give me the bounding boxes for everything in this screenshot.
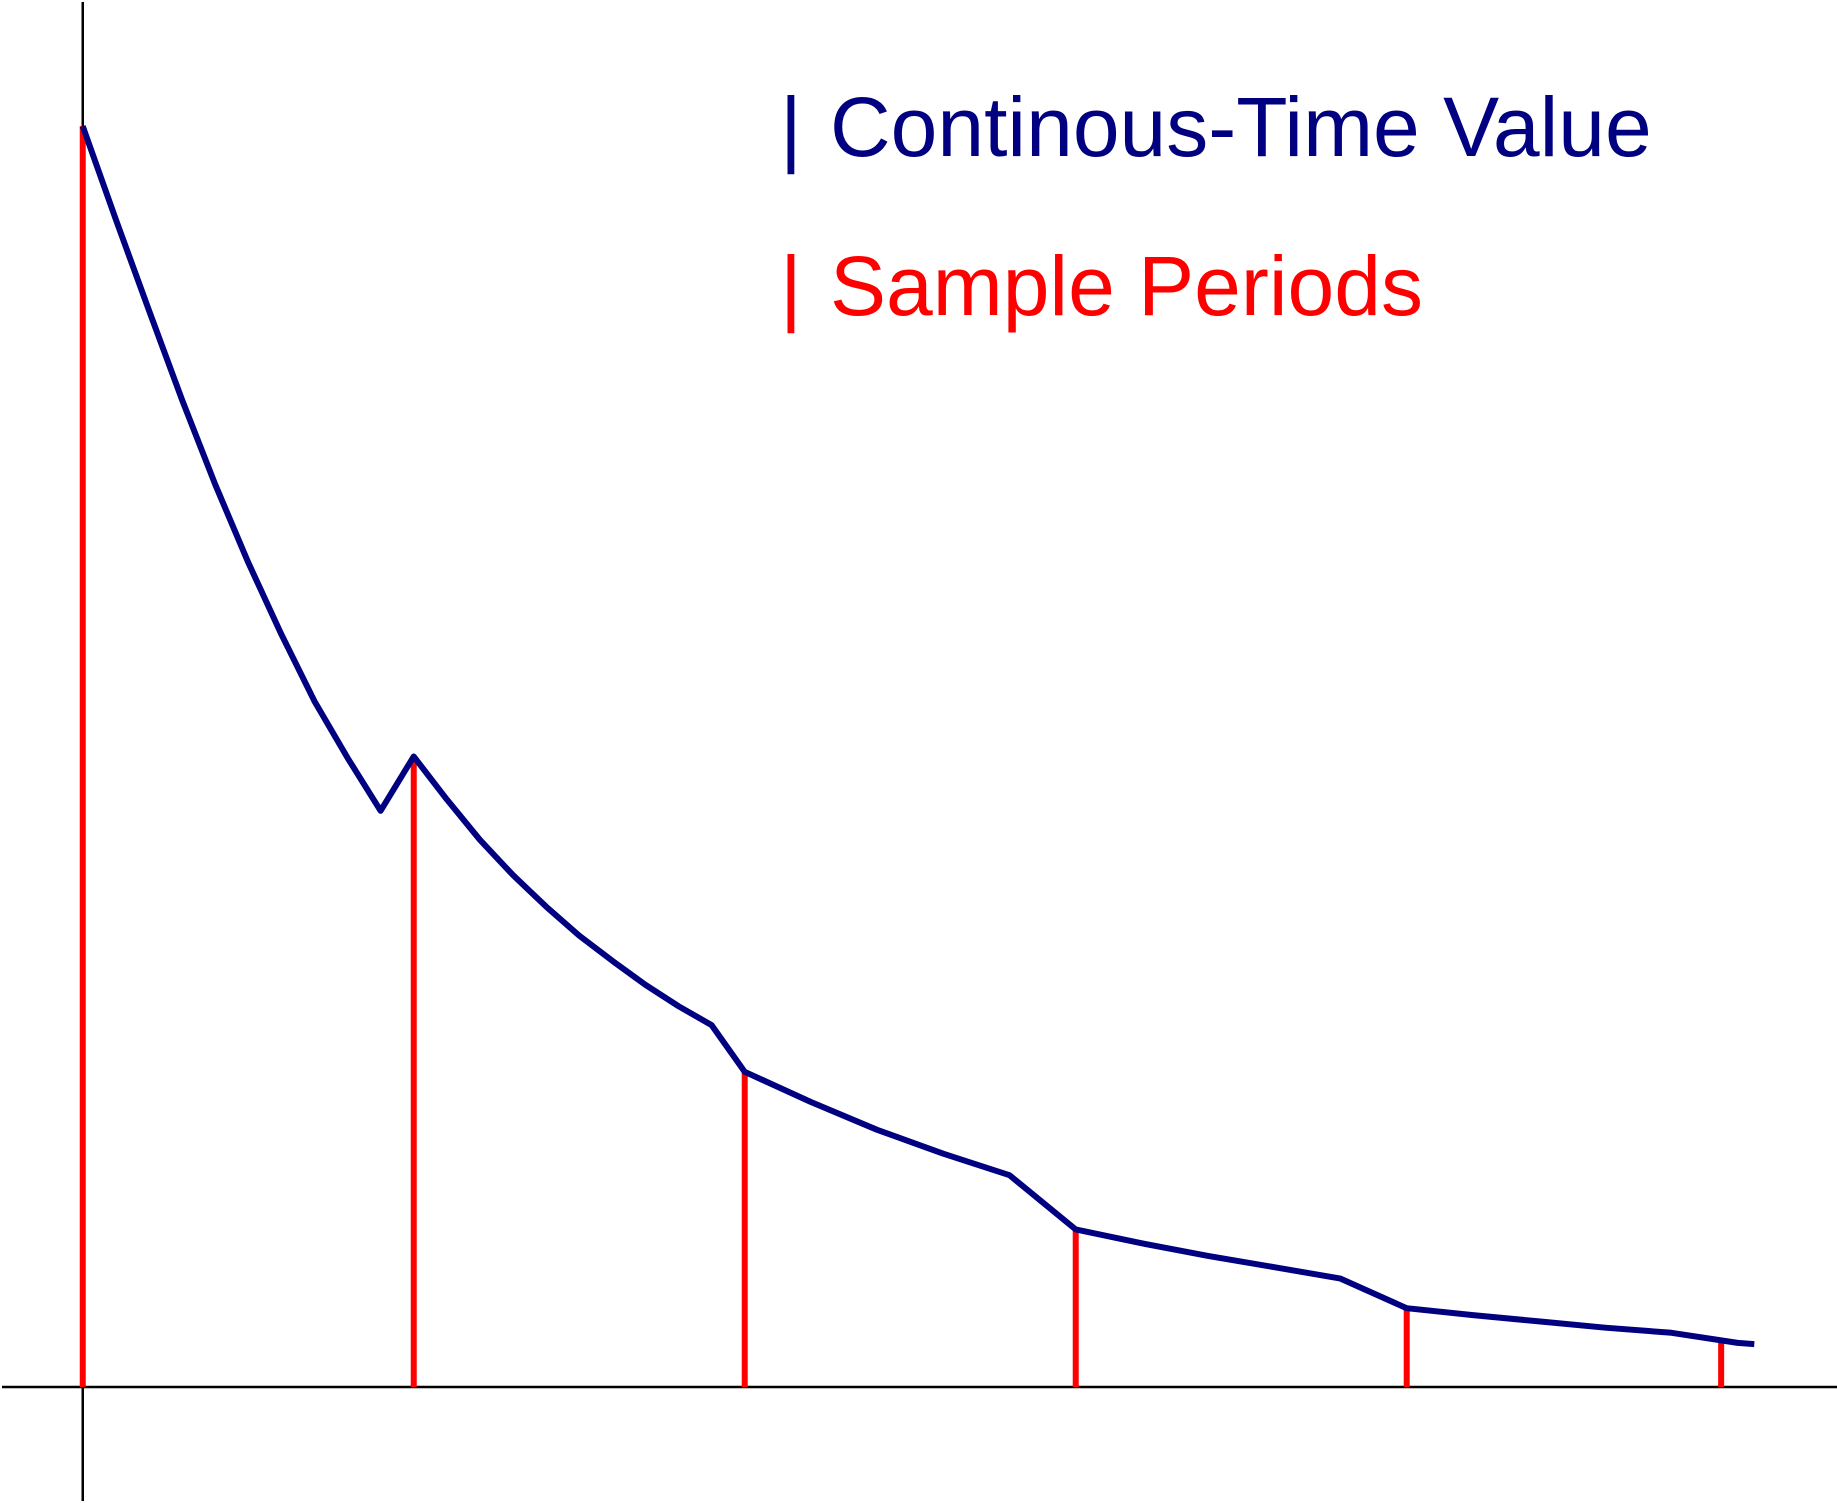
legend: | Continous-Time Value | Sample Periods — [780, 80, 1652, 333]
legend-label-samples: Sample Periods — [830, 239, 1423, 333]
sample-stems — [79, 126, 1725, 1387]
legend-label-continuous: Continous-Time Value — [830, 80, 1652, 174]
legend-marker-samples: | — [780, 239, 802, 333]
legend-marker-continuous: | — [780, 80, 802, 174]
continuous-time-curve — [79, 125, 1755, 1348]
